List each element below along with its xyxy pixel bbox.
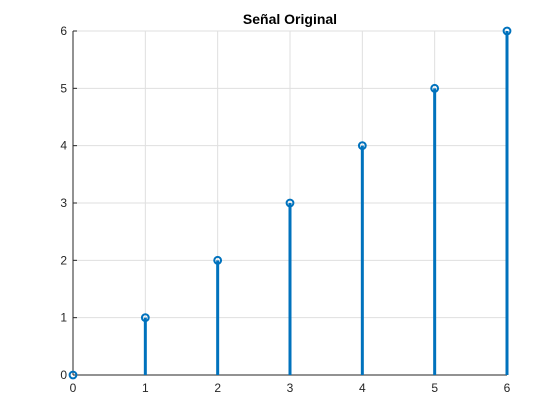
stem-marker-4: [357, 141, 367, 151]
y-tick-label-6: 6: [60, 24, 67, 38]
y-tick-labels: 0 1 2 3 4 5 6: [60, 24, 67, 382]
y-tick-label-3: 3: [60, 196, 67, 210]
x-tick-label-6: 6: [504, 381, 511, 395]
x-tick-labels: 0 1 2 3 4 5 6: [70, 381, 511, 395]
markers: [68, 26, 512, 380]
stem-marker-0: [68, 370, 78, 380]
y-tick-label-0: 0: [60, 368, 67, 382]
x-tick-label-2: 2: [214, 381, 221, 395]
chart-title: Señal Original: [243, 11, 337, 27]
stem-marker-2: [213, 255, 223, 265]
y-tick-label-1: 1: [60, 311, 67, 325]
x-tick-label-1: 1: [142, 381, 149, 395]
stems: [143, 31, 509, 375]
x-tick-label-5: 5: [431, 381, 438, 395]
x-tick-label-0: 0: [70, 381, 77, 395]
stem-marker-6: [502, 26, 512, 36]
y-tick-label-5: 5: [60, 81, 67, 95]
stem-marker-3: [285, 198, 295, 208]
stem-marker-5: [430, 83, 440, 93]
x-tick-label-4: 4: [359, 381, 366, 395]
stem-marker-1: [140, 313, 150, 323]
x-tick-label-3: 3: [287, 381, 294, 395]
y-tick-label-4: 4: [60, 139, 67, 153]
y-tick-label-2: 2: [60, 253, 67, 267]
